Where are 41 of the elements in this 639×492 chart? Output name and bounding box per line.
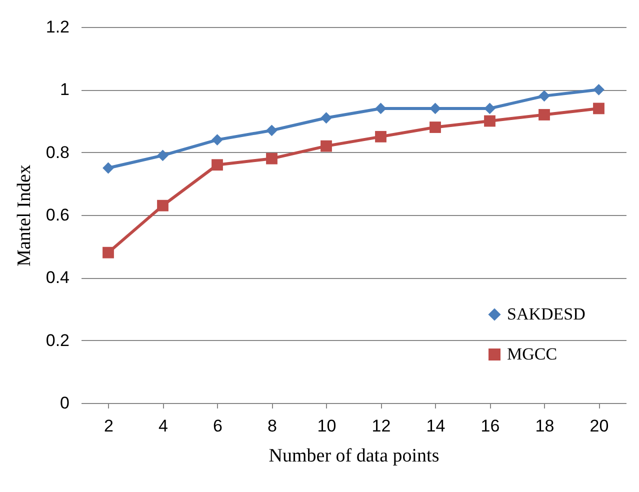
point: [430, 122, 441, 133]
point: [102, 246, 114, 258]
x-tick-label: 2: [104, 416, 114, 436]
y-tick-label: 0: [60, 394, 70, 412]
point: [484, 115, 496, 127]
x-tick-label: 18: [535, 416, 554, 436]
x-tick-label: 20: [590, 416, 609, 436]
point: [266, 152, 278, 164]
point: [375, 102, 386, 114]
point: [102, 162, 114, 174]
y-axis-title: Mantel Index: [14, 164, 35, 266]
point: [157, 200, 168, 212]
point: [320, 112, 332, 124]
point: [157, 150, 168, 162]
x-tick-label: 12: [372, 416, 391, 436]
y-tick-label: 1.2: [46, 18, 70, 36]
point: [538, 109, 550, 120]
x-tick-label: 10: [317, 416, 336, 436]
x-tick-label: 4: [158, 416, 168, 436]
point: [266, 124, 278, 136]
point: [212, 159, 223, 171]
x-tick-label: 6: [213, 416, 222, 436]
point: [538, 90, 550, 102]
y-tick-label: 1: [60, 80, 70, 100]
y-tick-label: 0.2: [46, 330, 70, 350]
x-tick-label: 16: [480, 416, 500, 436]
point: [484, 102, 496, 114]
x-tick-label: 8: [268, 416, 277, 436]
y-tick-label: 0.4: [46, 268, 70, 288]
legend-label: MGCC: [507, 344, 558, 364]
legend-label: SAKDESD: [507, 304, 586, 324]
x-axis-title: Number of data points: [268, 446, 440, 466]
point: [593, 84, 604, 96]
point: [593, 102, 604, 114]
x-tick-label: 14: [426, 416, 446, 436]
y-tick-label: 0.8: [46, 142, 70, 162]
point: [375, 130, 386, 142]
y-tick-label: 0.6: [46, 206, 70, 224]
point: [320, 140, 332, 152]
point: [212, 134, 223, 146]
point: [430, 102, 441, 114]
